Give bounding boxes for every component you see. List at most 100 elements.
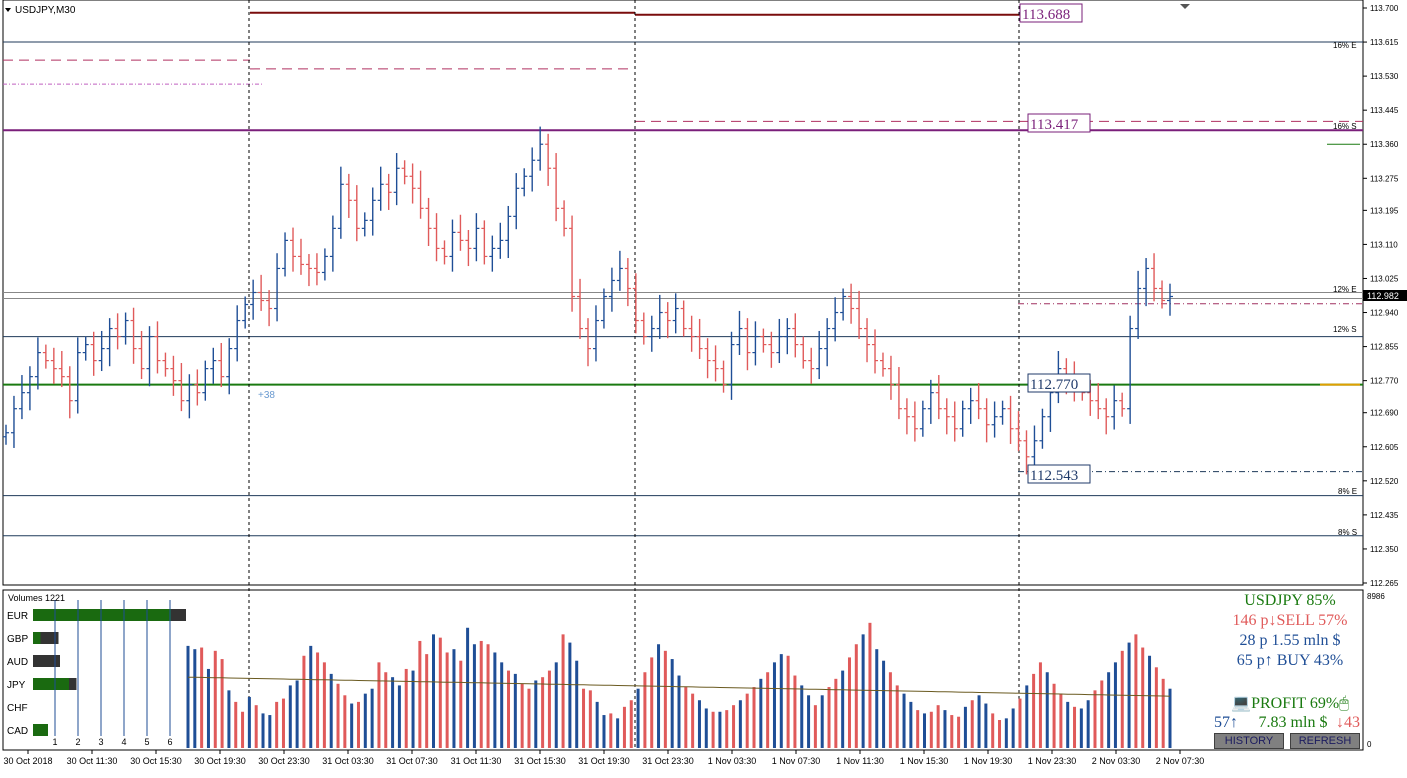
time-tick-label: 30 Oct 2018 [3, 756, 52, 766]
price-tick-label: 112.520 [1370, 477, 1399, 486]
zone-label-16e: 16% E [1333, 41, 1357, 50]
volume-bar [650, 657, 654, 748]
dash-profit-line: 💻PROFIT 69%🖱 [1231, 695, 1349, 712]
volume-bar [1032, 673, 1036, 748]
zone-label-8s: 8% S [1338, 528, 1357, 537]
time-axis: 30 Oct 2018 30 Oct 11:30 30 Oct 15:30 30 Oc… [3, 750, 1204, 766]
volume-bar [732, 705, 736, 748]
strength-bar-eur [33, 609, 171, 621]
volume-bar [704, 708, 708, 748]
weakness-bar-jpy [69, 678, 77, 690]
strength-scale-label: 3 [98, 737, 103, 747]
chart-menu-caret-icon[interactable] [5, 8, 11, 12]
volume-bar [343, 695, 347, 748]
volume-bar [1004, 718, 1008, 748]
price-tick-label: 113.530 [1370, 72, 1399, 81]
strength-label-aud: AUD [7, 657, 28, 668]
volume-bar [350, 703, 354, 748]
volume-bar [520, 683, 524, 748]
volume-bar [861, 634, 865, 748]
volume-bar [745, 693, 749, 748]
volume-bar [227, 690, 231, 748]
candles-series [3, 126, 1173, 475]
volume-bar [1100, 680, 1104, 748]
volume-bar [807, 695, 811, 748]
volume-bar [507, 670, 511, 748]
volume-bar [472, 644, 476, 748]
volume-bar [813, 705, 817, 748]
current-price-tag [1363, 290, 1407, 301]
volume-bar [888, 672, 892, 748]
level-box-low [1027, 464, 1091, 484]
dash-bottom-mid: 7.83 mln $ [1258, 714, 1328, 731]
history-button[interactable]: HISTORY [1214, 733, 1284, 749]
time-tick-label: 1 Nov 19:30 [964, 756, 1013, 766]
volume-bar [902, 693, 906, 748]
volume-bar [977, 695, 981, 748]
volume-bar [998, 720, 1002, 748]
volume-bar [1148, 655, 1152, 748]
volume-bar [786, 655, 790, 748]
zone-label-12s: 12% S [1333, 325, 1357, 334]
volume-bar [459, 660, 463, 748]
strength-label-gbp: GBP [7, 634, 28, 645]
volume-bar [772, 662, 776, 748]
volume-bar [1154, 667, 1158, 748]
strength-label-eur: EUR [7, 611, 28, 622]
volume-bar [970, 700, 974, 748]
volume-bar [281, 698, 285, 748]
volume-bar [663, 650, 667, 748]
strength-bar-jpy [33, 678, 69, 690]
price-tick-label: 113.195 [1370, 206, 1399, 215]
volume-bar [1045, 672, 1049, 748]
zone-label-12e: 12% E [1333, 285, 1357, 294]
time-tick-label: 30 Oct 11:30 [67, 756, 118, 766]
volume-bar [991, 713, 995, 748]
volume-bar [1038, 662, 1042, 748]
volume-bar [827, 687, 831, 748]
volume-bar [309, 645, 313, 748]
strength-scale-label: 5 [144, 737, 149, 747]
volume-bar [1025, 685, 1029, 748]
volume-bar [527, 688, 531, 748]
dash-volume-line: 28 p 1.55 mln $ [1239, 632, 1341, 649]
strength-bar-gbp [33, 632, 41, 644]
shift-marker-icon[interactable] [1180, 4, 1190, 9]
volume-bar [1066, 701, 1070, 748]
volume-bar [1073, 706, 1077, 748]
time-tick-label: 2 Nov 03:30 [1092, 756, 1141, 766]
price-tick-label: 112.690 [1370, 409, 1399, 418]
time-tick-label: 30 Oct 15:30 [130, 756, 182, 766]
volume-bar [1011, 708, 1015, 748]
volume-bar [738, 700, 742, 748]
volume-bar [275, 701, 279, 748]
volume-bar [268, 715, 272, 748]
volume-bar [561, 634, 565, 748]
time-tick-label: 30 Oct 19:30 [194, 756, 246, 766]
volume-bar [943, 710, 947, 748]
volume-bar [391, 677, 395, 748]
volume-bar [411, 670, 415, 748]
price-tick-label: 112.940 [1370, 309, 1399, 318]
volume-bar [684, 687, 688, 748]
volume-bar [241, 711, 245, 748]
refresh-button[interactable]: REFRESH [1290, 733, 1360, 749]
price-tick-label: 112.265 [1370, 579, 1399, 588]
time-tick-label: 1 Nov 23:30 [1028, 756, 1077, 766]
session-separators [248, 0, 1020, 750]
volume-bar [493, 652, 497, 748]
strength-scale-label: 1 [52, 737, 57, 747]
volume-bar [254, 705, 258, 748]
dash-sell-line: 146 p↓SELL 57% [1232, 612, 1348, 629]
zone-label-16s: 16% S [1333, 122, 1357, 131]
volume-bar [356, 701, 360, 748]
volume-bar [500, 662, 504, 748]
price-tick-label: 113.360 [1370, 140, 1399, 149]
volume-title: Volumes 1221 [8, 593, 65, 603]
level-label-mid: 112.770 [1030, 377, 1078, 393]
volume-bar [875, 649, 879, 748]
volume-bar [1086, 700, 1090, 748]
dash-bottom-left: 57↑ [1214, 714, 1238, 731]
level-label-low: 112.543 [1030, 468, 1078, 484]
